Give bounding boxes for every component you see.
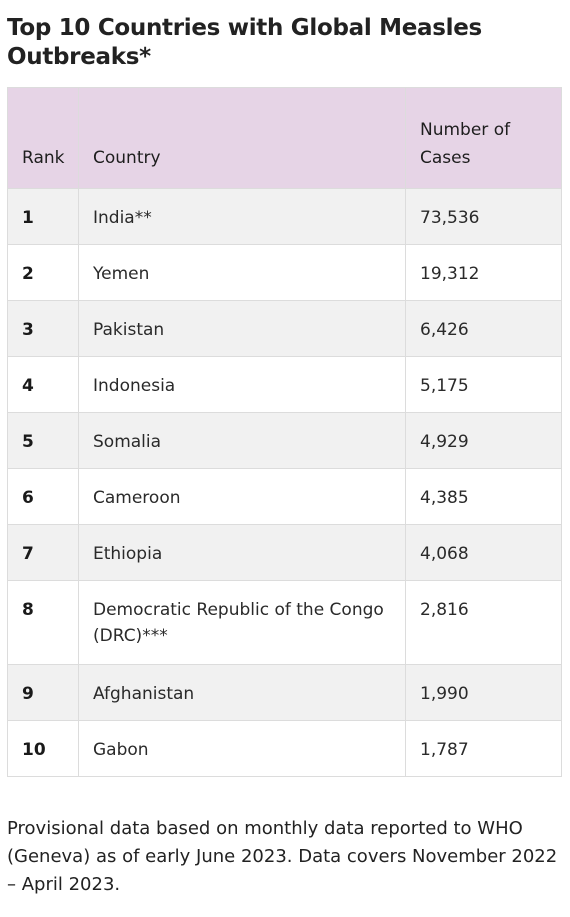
country-cell: Gabon	[78, 720, 406, 777]
rank-cell: 2	[7, 244, 79, 301]
cases-cell: 4,068	[405, 524, 562, 581]
country-cell: Pakistan	[78, 300, 406, 357]
rank-cell: 7	[7, 524, 79, 581]
table-row: 6 Cameroon 4,385	[7, 468, 562, 525]
article-content: Top 10 Countries with Global Measles Out…	[7, 14, 562, 917]
country-cell: Somalia	[78, 412, 406, 469]
header-rank: Rank	[7, 87, 79, 189]
measles-outbreaks-table: Rank Country Number of Cases 1 India** 7…	[7, 87, 562, 777]
table-row: 10 Gabon 1,787	[7, 720, 562, 777]
cases-cell: 4,929	[405, 412, 562, 469]
table-row: 4 Indonesia 5,175	[7, 356, 562, 413]
cases-cell: 6,426	[405, 300, 562, 357]
rank-cell: 3	[7, 300, 79, 357]
cases-cell: 1,990	[405, 664, 562, 721]
table-row: 1 India** 73,536	[7, 188, 562, 245]
rank-cell: 10	[7, 720, 79, 777]
country-cell: Afghanistan	[78, 664, 406, 721]
cases-cell: 2,816	[405, 580, 562, 665]
header-country: Country	[78, 87, 406, 189]
table-row: 3 Pakistan 6,426	[7, 300, 562, 357]
footnote: Provisional data based on monthly data r…	[7, 818, 558, 895]
rank-cell: 1	[7, 188, 79, 245]
rank-cell: 4	[7, 356, 79, 413]
rank-cell: 6	[7, 468, 79, 525]
rank-cell: 9	[7, 664, 79, 721]
table-row: 9 Afghanistan 1,990	[7, 664, 562, 721]
table-row: 2 Yemen 19,312	[7, 244, 562, 301]
cases-cell: 19,312	[405, 244, 562, 301]
cases-cell: 73,536	[405, 188, 562, 245]
table-row: 7 Ethiopia 4,068	[7, 524, 562, 581]
country-cell: Cameroon	[78, 468, 406, 525]
country-cell: Yemen	[78, 244, 406, 301]
cases-cell: 4,385	[405, 468, 562, 525]
table-row: 8 Democratic Republic of the Congo (DRC)…	[7, 580, 562, 665]
rank-cell: 5	[7, 412, 79, 469]
country-cell: Indonesia	[78, 356, 406, 413]
table-header-row: Rank Country Number of Cases	[7, 87, 562, 189]
rank-cell: 8	[7, 580, 79, 665]
header-cases: Number of Cases	[405, 87, 562, 189]
page-title: Top 10 Countries with Global Measles Out…	[7, 15, 482, 70]
cases-cell: 1,787	[405, 720, 562, 777]
cases-cell: 5,175	[405, 356, 562, 413]
country-cell: Democratic Republic of the Congo (DRC)**…	[78, 580, 406, 665]
country-cell: Ethiopia	[78, 524, 406, 581]
country-cell: India**	[78, 188, 406, 245]
table-row: 5 Somalia 4,929	[7, 412, 562, 469]
